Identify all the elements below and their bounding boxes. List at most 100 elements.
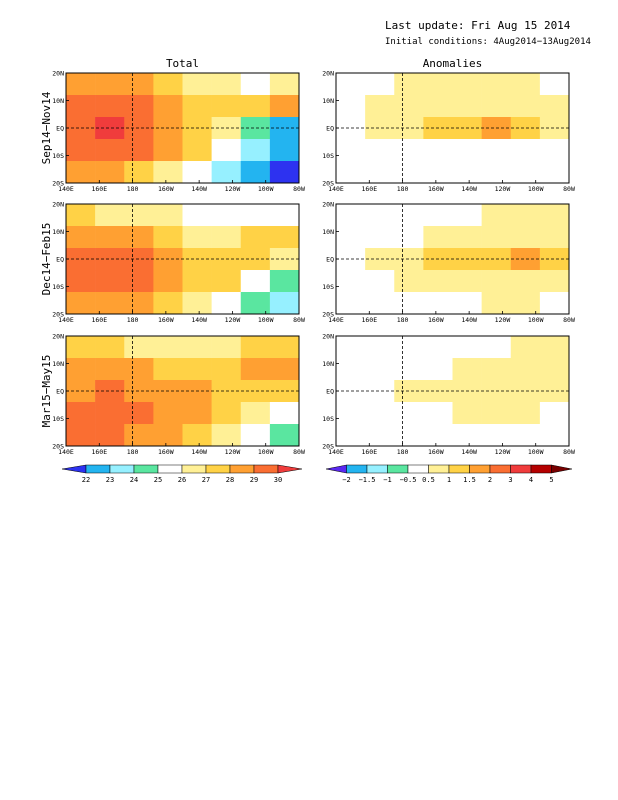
colorbar-label: 3: [508, 476, 512, 484]
heat-cell: [269, 161, 300, 184]
lat-tick-label: 20N: [52, 201, 64, 209]
heat-cell: [153, 402, 183, 425]
lon-tick-label: 80W: [293, 316, 305, 324]
heat-cell: [539, 336, 570, 359]
heat-cell: [269, 204, 300, 227]
heat-cell: [211, 358, 242, 381]
heat-cell: [211, 204, 242, 227]
heat-cell: [510, 139, 541, 162]
heat-cell: [240, 336, 271, 359]
heat-cell: [269, 95, 300, 118]
colorbar-label: 2: [488, 476, 492, 484]
heat-cell: [66, 226, 96, 249]
lat-tick-label: 10S: [52, 415, 64, 423]
colorbar-swatch: [387, 464, 409, 474]
heat-cell: [95, 292, 125, 315]
colorbar-swatch: [61, 464, 87, 474]
lat-tick-label: 20N: [52, 70, 64, 78]
lat-tick-label: 20N: [322, 201, 334, 209]
lon-tick-label: 180: [127, 316, 139, 324]
heat-cell: [510, 402, 541, 425]
heat-cell: [95, 204, 125, 227]
heat-cell: [182, 204, 212, 227]
heat-cell: [153, 336, 183, 359]
heat-cell: [153, 270, 183, 293]
heat-cell: [95, 380, 125, 403]
lat-tick-label: EQ: [326, 125, 334, 133]
heat-cell: [510, 226, 541, 249]
heat-cell: [452, 270, 482, 293]
lon-tick-label: 120W: [225, 448, 241, 456]
heat-cell: [124, 336, 154, 359]
heat-cell: [539, 380, 570, 403]
lon-tick-label: 160E: [91, 185, 107, 193]
heat-cell: [240, 226, 271, 249]
colorbar-swatch: [469, 464, 491, 474]
lon-tick-label: 140E: [328, 185, 344, 193]
heat-cell: [240, 117, 271, 140]
lon-tick-label: 140E: [58, 448, 74, 456]
heat-cell: [336, 73, 366, 96]
heat-cell: [211, 292, 242, 315]
heat-cell: [394, 402, 424, 425]
heat-cell: [153, 73, 183, 96]
lon-tick-label: 160W: [428, 448, 444, 456]
lon-tick-label: 140W: [191, 185, 207, 193]
heat-cell: [153, 139, 183, 162]
lon-tick-label: 160W: [158, 185, 174, 193]
colorbar-label: 22: [82, 476, 90, 484]
heat-cell: [394, 336, 424, 359]
heat-cell: [539, 270, 570, 293]
heat-cell: [240, 270, 271, 293]
lon-tick-label: 180: [397, 316, 409, 324]
heat-cell: [510, 380, 541, 403]
heat-cell: [336, 380, 366, 403]
heat-cell: [365, 248, 395, 271]
heat-cell: [269, 292, 300, 315]
heat-cell: [336, 204, 366, 227]
lon-tick-label: 140W: [191, 448, 207, 456]
lat-tick-label: 20N: [52, 333, 64, 341]
heat-cell: [365, 424, 395, 447]
heat-cell: [452, 204, 482, 227]
colorbar-swatch: [85, 464, 111, 474]
heat-cell: [95, 358, 125, 381]
heat-cell: [240, 73, 271, 96]
heat-cell: [153, 226, 183, 249]
heat-cell: [211, 402, 242, 425]
heat-cell: [394, 95, 424, 118]
lat-tick-label: 10S: [322, 415, 334, 423]
lon-tick-label: 180: [397, 448, 409, 456]
colorbar-swatch: [366, 464, 388, 474]
heat-cell: [481, 402, 512, 425]
heat-cell: [66, 270, 96, 293]
heat-cell: [394, 139, 424, 162]
heat-cell: [269, 248, 300, 271]
heat-cell: [394, 204, 424, 227]
heat-cell: [336, 270, 366, 293]
heat-cell: [423, 358, 453, 381]
heat-cell: [423, 95, 453, 118]
heat-cell: [423, 336, 453, 359]
heat-cell: [182, 402, 212, 425]
heat-cell: [211, 336, 242, 359]
heat-cell: [481, 204, 512, 227]
colorbar-swatch: [448, 464, 470, 474]
heat-cell: [481, 226, 512, 249]
heat-cell: [211, 139, 242, 162]
colorbar-swatch: [325, 464, 347, 474]
colorbar-swatch: [428, 464, 450, 474]
heat-cell: [182, 73, 212, 96]
colorbar-label: 24: [130, 476, 138, 484]
heat-cell: [95, 226, 125, 249]
heat-cell: [124, 270, 154, 293]
lat-tick-label: 20N: [322, 70, 334, 78]
heat-cell: [182, 270, 212, 293]
heat-cell: [452, 226, 482, 249]
lon-tick-label: 140E: [58, 185, 74, 193]
heat-cell: [153, 204, 183, 227]
colorbar-swatch: [109, 464, 135, 474]
lat-tick-label: 20N: [322, 333, 334, 341]
heat-cell: [124, 95, 154, 118]
heat-cell: [394, 270, 424, 293]
